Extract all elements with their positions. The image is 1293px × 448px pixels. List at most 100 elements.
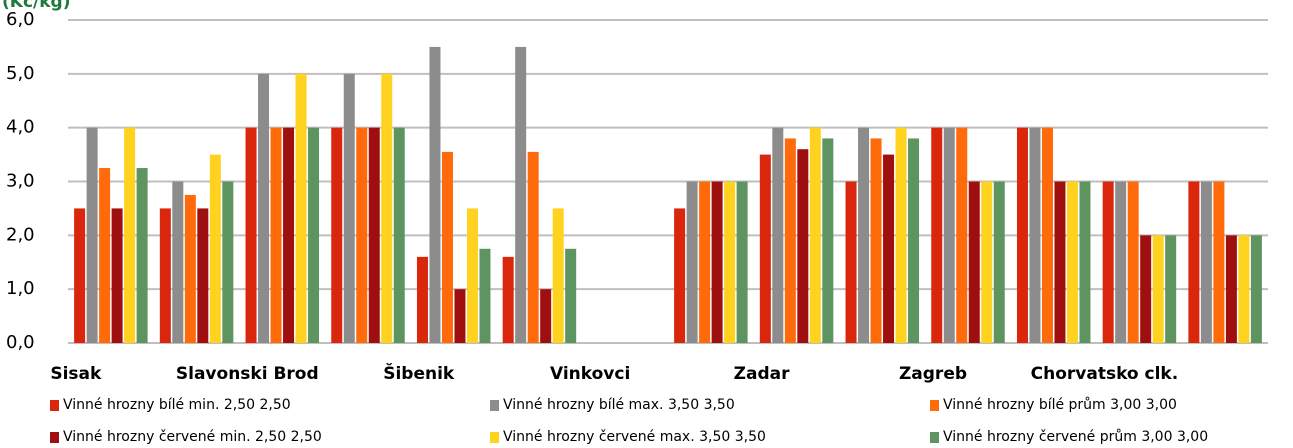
bar [1152,235,1164,343]
bar [1102,181,1114,343]
bar [1054,181,1066,343]
legend-label: Vinné hrozny červené max. 3,50 3,50 [503,429,766,445]
bar [416,256,428,343]
bar [908,138,920,343]
y-tick-label: 3,0 [6,171,35,192]
bar [956,127,968,344]
bar [429,46,441,344]
bar [1188,181,1200,343]
bar [1041,127,1053,344]
bar [74,208,86,343]
bar [931,127,943,344]
bar [222,181,234,343]
bar [124,127,136,344]
bar [479,248,491,343]
bar [1115,181,1127,343]
bar [197,208,209,343]
bar [822,138,834,343]
bar [772,127,784,344]
bar [1016,127,1028,344]
bar [368,127,380,344]
legend-label: Vinné hrozny červené min. 2,50 2,50 [63,429,322,445]
bar [540,289,552,343]
bar [295,73,307,343]
bar [270,127,282,344]
bar [1029,127,1041,344]
y-tick-label: 5,0 [6,63,35,84]
bar [883,154,895,343]
bar [1066,181,1078,343]
x-tick-label: Zagreb [899,364,967,384]
bar [968,181,980,343]
y-tick-label: 0,0 [6,332,35,353]
bar [159,208,171,343]
bar [1213,181,1225,343]
bar [1165,235,1177,343]
bar [552,208,564,343]
bar [527,151,539,343]
legend-swatch [50,400,59,411]
bar [1238,235,1250,343]
legend-label: Vinné hrozny červené prům 3,00 3,00 [943,429,1208,445]
y-tick-label: 6,0 [6,9,35,30]
bar [356,127,368,344]
x-tick-label: Šibenik [383,362,455,384]
legend-swatch [930,432,939,443]
bar [724,181,736,343]
bar [699,181,711,343]
bar [895,127,907,344]
bar [111,208,123,343]
bar [1079,181,1091,343]
bar [99,168,111,343]
legend-swatch [490,432,499,443]
legend-swatch [490,400,499,411]
bar [308,127,320,344]
bar [1250,235,1262,343]
bar [565,248,577,343]
chart-title: (Kč/kg) [2,0,70,12]
bar [845,181,857,343]
bar [809,127,821,344]
bar [784,138,796,343]
bar [686,181,698,343]
bar [184,194,196,343]
bar [1225,235,1237,343]
x-tick-label: Chorvatsko clk. [1031,364,1179,384]
bar [454,289,466,343]
legend-label: Vinné hrozny bílé max. 3,50 3,50 [503,397,735,413]
bar [258,73,270,343]
bar [86,127,98,344]
bar [759,154,771,343]
bar [441,151,453,343]
legend-swatch [930,400,939,411]
bar [981,181,993,343]
bar [1140,235,1152,343]
x-tick-label: Sisak [50,364,102,384]
x-tick-label: Slavonski Brod [176,364,319,384]
y-tick-label: 2,0 [6,224,35,245]
bar [711,181,723,343]
bar [858,127,870,344]
bar [870,138,882,343]
bar [674,208,686,343]
x-tick-label: Zadar [734,364,790,384]
x-tick-label: Vinkovci [550,364,630,384]
legend-label: Vinné hrozny bílé prům 3,00 3,00 [943,397,1177,413]
bar [283,127,295,344]
bar [331,127,343,344]
bar [1127,181,1139,343]
bar [136,168,148,343]
bar [502,256,514,343]
bar [1200,181,1212,343]
bar [245,127,257,344]
bar [993,181,1005,343]
bar [515,46,527,344]
bar [736,181,748,343]
bar [172,181,184,343]
bar [466,208,478,343]
bar [209,154,221,343]
y-tick-label: 4,0 [6,117,35,138]
y-tick-label: 1,0 [6,278,35,299]
legend-label: Vinné hrozny bílé min. 2,50 2,50 [63,397,291,413]
